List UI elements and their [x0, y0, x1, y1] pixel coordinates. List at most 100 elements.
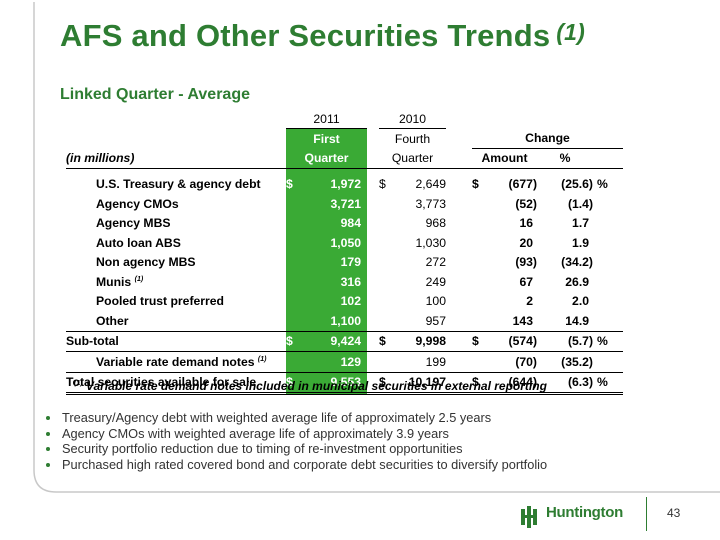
cell-amount: 16	[519, 216, 533, 231]
table-row: Other 1,100 957 143 14.9	[66, 311, 623, 332]
slide-subtitle: Linked Quarter - Average	[60, 86, 250, 103]
subtotal-amount: (574)	[486, 331, 537, 352]
bullet-text: Agency CMOs with weighted average life o…	[62, 425, 449, 441]
vrdn-q1: 129	[301, 351, 367, 373]
vrdn-amount: (70)	[486, 351, 537, 373]
header-amount: Amount	[472, 148, 537, 169]
cell-q4-sign: $	[379, 177, 386, 192]
header-percent: %	[537, 148, 593, 169]
total-q4: 10,197	[393, 372, 446, 395]
header-change: Change	[472, 128, 623, 149]
subtotal-amount-sign: $	[472, 331, 486, 352]
header-q1-line2: Quarter	[286, 148, 367, 169]
total-label: Total securities available for sale	[66, 372, 286, 395]
cell-amount: (677)	[508, 177, 537, 192]
bullet-text: Security portfolio reduction due to timi…	[62, 441, 463, 456]
huntington-logo-icon	[521, 506, 537, 528]
table-row: Auto loan ABS 1,050 1,030 20 1.9	[66, 233, 623, 253]
total-row: Total securities available for sale $ 9,…	[66, 372, 623, 395]
header-q4-line2: Quarter	[379, 148, 446, 169]
row-label: Munis (1)	[66, 272, 286, 292]
cell-q1-sign: $	[286, 174, 301, 194]
bullet-text: Treasury/Agency debt with weighted avera…	[62, 410, 492, 425]
subtotal-q4: 9,998	[393, 331, 446, 352]
table-row: Non agency MBS 179 272 (93) (34.2)	[66, 252, 623, 272]
bullet-item: Agency CMOs with weighted average life o…	[46, 426, 547, 442]
row-label: Other	[96, 313, 129, 328]
cell-q1: 3,721	[301, 194, 367, 214]
cell-pct: (34.2)	[561, 255, 593, 270]
total-pct: (6.3)	[537, 372, 593, 395]
row-label-footnote: (1)	[134, 275, 144, 283]
header-year-2011: 2011	[286, 110, 367, 129]
cell-pct: (1.4)	[567, 196, 593, 211]
cell-q1: 1,100	[301, 311, 367, 332]
title-footnote-marker: (1)	[556, 19, 585, 45]
row-label: Agency CMOs	[96, 196, 179, 211]
cell-pct: (25.6)	[561, 177, 593, 192]
row-label: Pooled trust preferred	[96, 294, 224, 309]
cell-pct: 1.7	[572, 216, 589, 231]
cell-q1: 1,972	[301, 174, 367, 194]
cell-pct: 2.0	[572, 294, 589, 309]
row-label: U.S. Treasury & agency debt	[96, 177, 261, 192]
total-amount-sign: $	[472, 372, 486, 395]
subtotal-q1-sign: $	[286, 331, 301, 352]
cell-q1: 102	[301, 291, 367, 311]
vrdn-label-text: Variable rate demand notes	[96, 354, 255, 369]
cell-amount: (93)	[515, 255, 537, 270]
header-q4-line1: Fourth	[394, 131, 431, 146]
slide-title-text: AFS and Other Securities Trends	[60, 18, 551, 53]
subtotal-q1: 9,424	[301, 331, 367, 352]
header-year-row: 2011 2010	[66, 110, 623, 129]
subtotal-pct: (5.7)	[537, 331, 593, 352]
row-label: Agency MBS	[96, 216, 171, 231]
cell-q4: 3,773	[415, 196, 447, 211]
huntington-logo-text: Huntington	[546, 504, 623, 521]
cell-pct: 1.9	[572, 235, 589, 250]
cell-q4: 968	[425, 216, 446, 231]
row-label-text: Munis	[96, 274, 132, 289]
bullet-dot-icon	[46, 431, 50, 436]
cell-amount: 143	[486, 311, 537, 332]
total-q1-sign: $	[286, 372, 301, 395]
bullet-dot-icon	[46, 416, 50, 420]
total-q4-sign: $	[379, 372, 393, 395]
table-row: Pooled trust preferred 102 100 2 2.0	[66, 291, 623, 311]
vrdn-pct: (35.2)	[537, 351, 593, 373]
vrdn-label-footnote: (1)	[257, 355, 267, 363]
subtotal-q4-sign: $	[379, 331, 393, 352]
securities-table: 2011 2010 First Fourth Change (in millio…	[66, 110, 623, 395]
total-q1: 9,553	[301, 372, 367, 395]
cell-amount-sign: $	[472, 177, 479, 192]
cell-q4: 957	[393, 311, 446, 332]
row-label: Auto loan ABS	[96, 235, 181, 250]
bullet-item: Security portfolio reduction due to timi…	[46, 441, 547, 457]
header-year-2010: 2010	[379, 110, 446, 129]
cell-q4: 100	[425, 294, 446, 309]
vrdn-row: Variable rate demand notes (1) 129 199 (…	[66, 351, 623, 373]
cell-q4: 272	[425, 255, 446, 270]
bullet-text: Purchased high rated covered bond and co…	[62, 456, 548, 472]
bullet-dot-icon	[46, 462, 50, 467]
header-units: (in millions)	[66, 148, 286, 169]
subtotal-pct-sign: %	[593, 330, 623, 352]
vrdn-label: Variable rate demand notes (1)	[66, 351, 286, 373]
cell-amount: (52)	[515, 196, 537, 211]
cell-amount: 2	[526, 294, 533, 309]
subtotal-label: Sub-total	[66, 330, 286, 352]
bullet-item: Treasury/Agency debt with weighted avera…	[46, 410, 547, 426]
cell-q1: 984	[301, 213, 367, 233]
cell-amount: 67	[519, 274, 533, 289]
cell-q4: 2,649	[415, 177, 447, 192]
footer-divider	[646, 497, 647, 531]
bullet-dot-icon	[46, 447, 50, 451]
total-pct-sign: %	[593, 372, 623, 395]
bullet-item: Purchased high rated covered bond and co…	[46, 457, 547, 473]
cell-q4: 1,030	[415, 235, 447, 250]
subtotal-row: Sub-total $ 9,424 $ 9,998 $ (574) (5.7) …	[66, 330, 623, 352]
header-row-2: (in millions) Quarter Quarter Amount %	[66, 148, 623, 169]
cell-pct-sign: %	[597, 177, 608, 192]
slide-title: AFS and Other Securities Trends (1)	[60, 18, 585, 54]
